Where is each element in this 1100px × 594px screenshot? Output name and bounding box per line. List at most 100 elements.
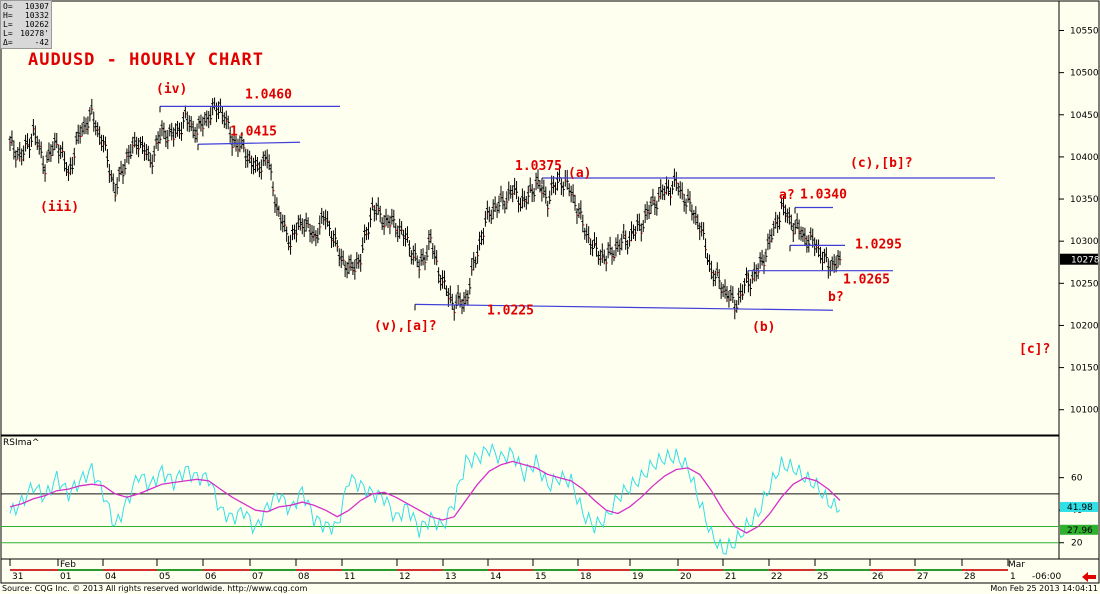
price-tick-label: 10100: [1070, 406, 1099, 416]
wave-annotation: [c]?: [1019, 342, 1050, 357]
wave-annotation: (iv): [156, 82, 187, 97]
x-tick-label: 31: [12, 572, 23, 582]
x-tick-label: 28: [964, 572, 976, 582]
level-price-label: 1.0225: [487, 303, 534, 318]
price-tick-label: 10300: [1070, 237, 1099, 247]
ohlc-key: L=: [3, 29, 13, 38]
wave-annotation: a?: [779, 188, 795, 203]
x-tick-label: 11: [344, 572, 355, 582]
price-tick-label: 10150: [1070, 364, 1099, 374]
ohlc-value: 10307: [24, 2, 49, 11]
ohlc-key: Δ=: [3, 38, 13, 47]
day-strip: [157, 569, 203, 571]
rsi-panel-frame: [0, 435, 1060, 560]
day-strip: [397, 569, 443, 571]
level-line: [197, 141, 301, 145]
day-strip: [443, 569, 488, 571]
day-strip: [58, 569, 103, 571]
day-strip: [723, 569, 769, 571]
x-tick-label: 27: [917, 572, 928, 582]
x-tick-label: 13: [445, 572, 456, 582]
day-strip: [488, 569, 533, 571]
month-label-feb: Feb: [60, 560, 76, 570]
ohlc-row: Δ= -42: [3, 38, 49, 47]
ohlc-row: O= 10307: [3, 2, 49, 11]
wave-annotation: (iii): [40, 200, 79, 215]
day-strip: [678, 569, 723, 571]
x-tick-label: 01: [60, 572, 71, 582]
ohlc-value: 10278': [20, 29, 49, 38]
ohlc-readout-box: O= 10307 H= 10332 L= 10262 L= 10278' Δ= -42: [0, 0, 52, 49]
wave-annotation: (v),[a]?: [374, 319, 437, 334]
level-price-label: 1.0415: [230, 124, 277, 139]
x-tick-label: 18: [580, 572, 592, 582]
day-strip: [915, 569, 962, 571]
day-strip: [10, 569, 58, 571]
x-tick-label: 15: [535, 572, 546, 582]
level-price-label: 1.0340: [800, 187, 847, 202]
ohlc-key: L=: [3, 20, 13, 29]
x-tick-label: 14: [490, 572, 502, 582]
day-strip: [533, 569, 578, 571]
price-tick-label: 10500: [1070, 69, 1099, 79]
price-tick-label: 10550: [1070, 26, 1099, 36]
rsi-current-label: 27.96: [1067, 526, 1093, 536]
wave-annotation: (a): [568, 166, 591, 181]
scroll-left-arrow-icon: [1082, 572, 1096, 582]
wave-annotation: (b): [752, 320, 775, 335]
day-strip: [203, 569, 250, 571]
ohlc-key: H=: [3, 11, 13, 20]
price-tick-label: 10400: [1070, 153, 1099, 163]
rsi-line: [9, 442, 841, 555]
x-tick-label: 07: [252, 572, 263, 582]
day-strip: [870, 569, 915, 571]
rsi-current-label: 41.98: [1067, 503, 1093, 513]
price-tick-label: 10250: [1070, 279, 1099, 289]
ohlc-value: 10262: [24, 20, 49, 29]
rsi-current-box: [1060, 524, 1098, 535]
x-tick-label: 05: [159, 572, 170, 582]
month-label-mar: Mar: [1008, 560, 1025, 570]
x-tick-label: 12: [399, 572, 410, 582]
x-tick-label: 06: [205, 572, 217, 582]
level-price-label: 1.0265: [843, 273, 890, 288]
footer-timestamp: Mon Feb 25 2013 14:04:11: [990, 584, 1098, 593]
day-strip: [815, 569, 870, 571]
x-tick-label: 04: [105, 572, 117, 582]
ohlc-row: L= 10262: [3, 20, 49, 29]
wave-annotation: (c),[b]?: [850, 156, 913, 171]
day-strip: [630, 569, 678, 571]
current-price-box: [1060, 253, 1098, 265]
price-tick-label: 10450: [1070, 111, 1099, 121]
day-strip: [578, 569, 630, 571]
level-price-label: 1.0295: [855, 237, 902, 252]
rsi-tick-label: 20: [1071, 539, 1083, 549]
price-tick-label: 10200: [1070, 321, 1099, 331]
footer-source: Source: CQG Inc. © 2013 All rights reser…: [2, 584, 308, 593]
level-line: [414, 303, 834, 311]
rsi-panel-label: RSIma^: [3, 438, 40, 448]
x-tick-label: 1: [1010, 572, 1016, 582]
day-strip: [103, 569, 157, 571]
ohlc-value: 10332: [24, 11, 49, 20]
ohlc-row: H= 10332: [3, 11, 49, 20]
day-strip: [296, 569, 342, 571]
ohlc-key: O=: [3, 2, 13, 11]
wave-annotation: b?: [828, 290, 844, 305]
price-panel-frame: [0, 0, 1060, 436]
chart-title: AUDUSD - HOURLY CHART: [28, 50, 264, 70]
x-tick-label: 08: [298, 572, 310, 582]
x-tick-label: 22: [771, 572, 782, 582]
level-price-label: 1.0460: [245, 87, 292, 102]
rsi-current-box: [1060, 501, 1098, 512]
x-tick-label: 25: [817, 572, 828, 582]
rsi-tick-label: 60: [1071, 474, 1083, 484]
x-tick-label: 19: [632, 572, 644, 582]
day-strip: [342, 569, 397, 571]
current-price-label: 10278: [1071, 256, 1100, 266]
x-tick-label: -06:00: [1032, 572, 1061, 582]
x-tick-label: 21: [725, 572, 736, 582]
rsi-ma-line: [9, 460, 841, 534]
x-tick-label: 20: [680, 572, 692, 582]
